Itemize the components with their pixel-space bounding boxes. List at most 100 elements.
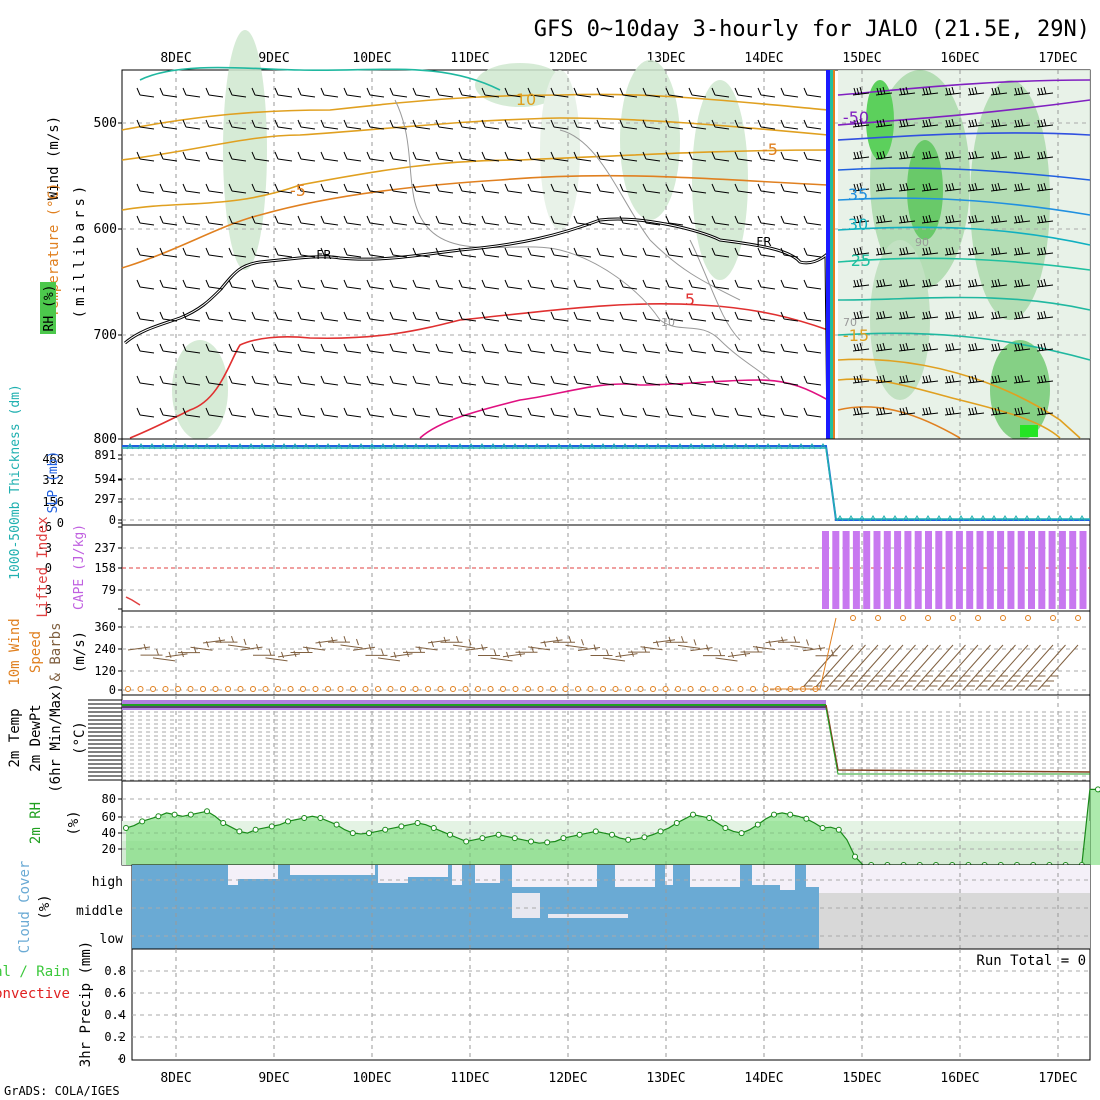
wind-barb [274,343,293,354]
wind-barb [205,119,224,130]
wind-barb [504,151,523,162]
wind-barb [990,182,1008,192]
wind-barb [944,278,962,288]
wind-barb [1013,118,1031,128]
wind-barb [412,279,431,290]
thickness-marker [1034,515,1042,522]
wind-barb [274,311,293,322]
contour-label: -5 [762,140,778,159]
wind-barb [458,183,477,194]
wind-barb [136,375,155,386]
wind-barb [967,374,985,384]
y-tick-label: 60 [102,810,116,824]
cape-bar [1058,531,1066,609]
wind-barb [757,87,776,98]
thickness-marker [665,443,673,450]
wind-barb [366,119,385,130]
speed-marker [725,686,731,692]
surface-barb [553,636,575,643]
wind-barb [504,247,523,258]
cape-bar [822,531,829,609]
wind-barb [852,310,870,320]
wind-barb [898,342,916,352]
thickness-marker [577,443,585,450]
wind-barb [757,407,776,418]
wind-barb [182,375,201,386]
wind-barb [898,118,916,128]
thickness-marker [302,443,310,450]
wind-barb [343,87,362,98]
rh-point [366,830,372,837]
wind-barb [852,118,870,128]
rh-point [187,811,194,818]
wind-barb [803,247,822,258]
contour-label: FR [316,248,331,262]
wind-barb [596,311,615,322]
speed-marker [650,686,656,692]
y-tick-label: 0.8 [104,964,126,978]
wind-barb [205,87,224,98]
thickness-marker [280,443,288,450]
surface-barb [850,644,891,691]
temp-label: 2m Temp [7,708,23,767]
rh-point [171,811,178,818]
speed-marker [187,686,194,692]
y-tick-label: 594 [94,472,116,486]
wind-barb [665,151,684,162]
wind-barb [1013,278,1031,288]
wind-barb [711,119,730,130]
thickness-marker [291,443,299,450]
cape-bar [1017,531,1025,609]
wind-barb [734,343,753,354]
wind-barb [711,87,730,98]
date-label-bottom: 17DEC [1038,1071,1077,1086]
wind-speed-markers [125,615,1081,692]
speed-marker [362,686,369,692]
wind-barb [481,215,500,226]
wind-barb [504,119,523,130]
thickness-marker [775,443,783,450]
wind-barb [320,247,339,258]
wind-barb [343,407,362,418]
rh2m-title: 2m RH [28,802,44,844]
rh-point [852,853,858,860]
slp-label: SLP (mb) [46,451,61,514]
thickness-marker [891,515,899,522]
wind-barb [297,375,316,386]
wind-barb [596,279,615,290]
wind-barb [527,375,546,386]
wind-barb [875,246,893,256]
wind-barb [481,375,500,386]
thickness-marker [687,443,695,450]
wind-barb [665,375,684,386]
wind-barb [875,406,893,416]
cloud-levels: high middle low [76,875,123,947]
wind-barb [504,87,523,98]
rh-point [803,815,810,822]
wind-barb [274,279,293,290]
speed-marker [150,686,156,692]
wind-barb [1036,278,1054,288]
upper-air-ylabels: Wind (m/s) Temperature (°C) (millibars) … [40,116,88,334]
wind-barb [504,407,523,418]
wind-barb [136,87,155,98]
thickness-marker [412,443,420,450]
y-tick-label: 600 [94,222,117,237]
wind-barb [435,247,454,258]
wind-barb [550,183,569,194]
rh-point [220,820,227,826]
rh-label: RH (%) [42,285,57,332]
thickness-marker [847,515,855,522]
wind-barb [780,375,799,386]
wind-barb [389,151,408,162]
cape-bar [935,531,943,609]
wind-barb [481,311,500,322]
wind-barb [504,343,523,354]
wind-barb [366,407,385,418]
wind-barb [780,215,799,226]
wind-barb [481,151,500,162]
speed-marker [975,615,981,621]
surface-barb [790,639,813,649]
wind-barb [527,151,546,162]
thickness-marker [137,443,145,450]
